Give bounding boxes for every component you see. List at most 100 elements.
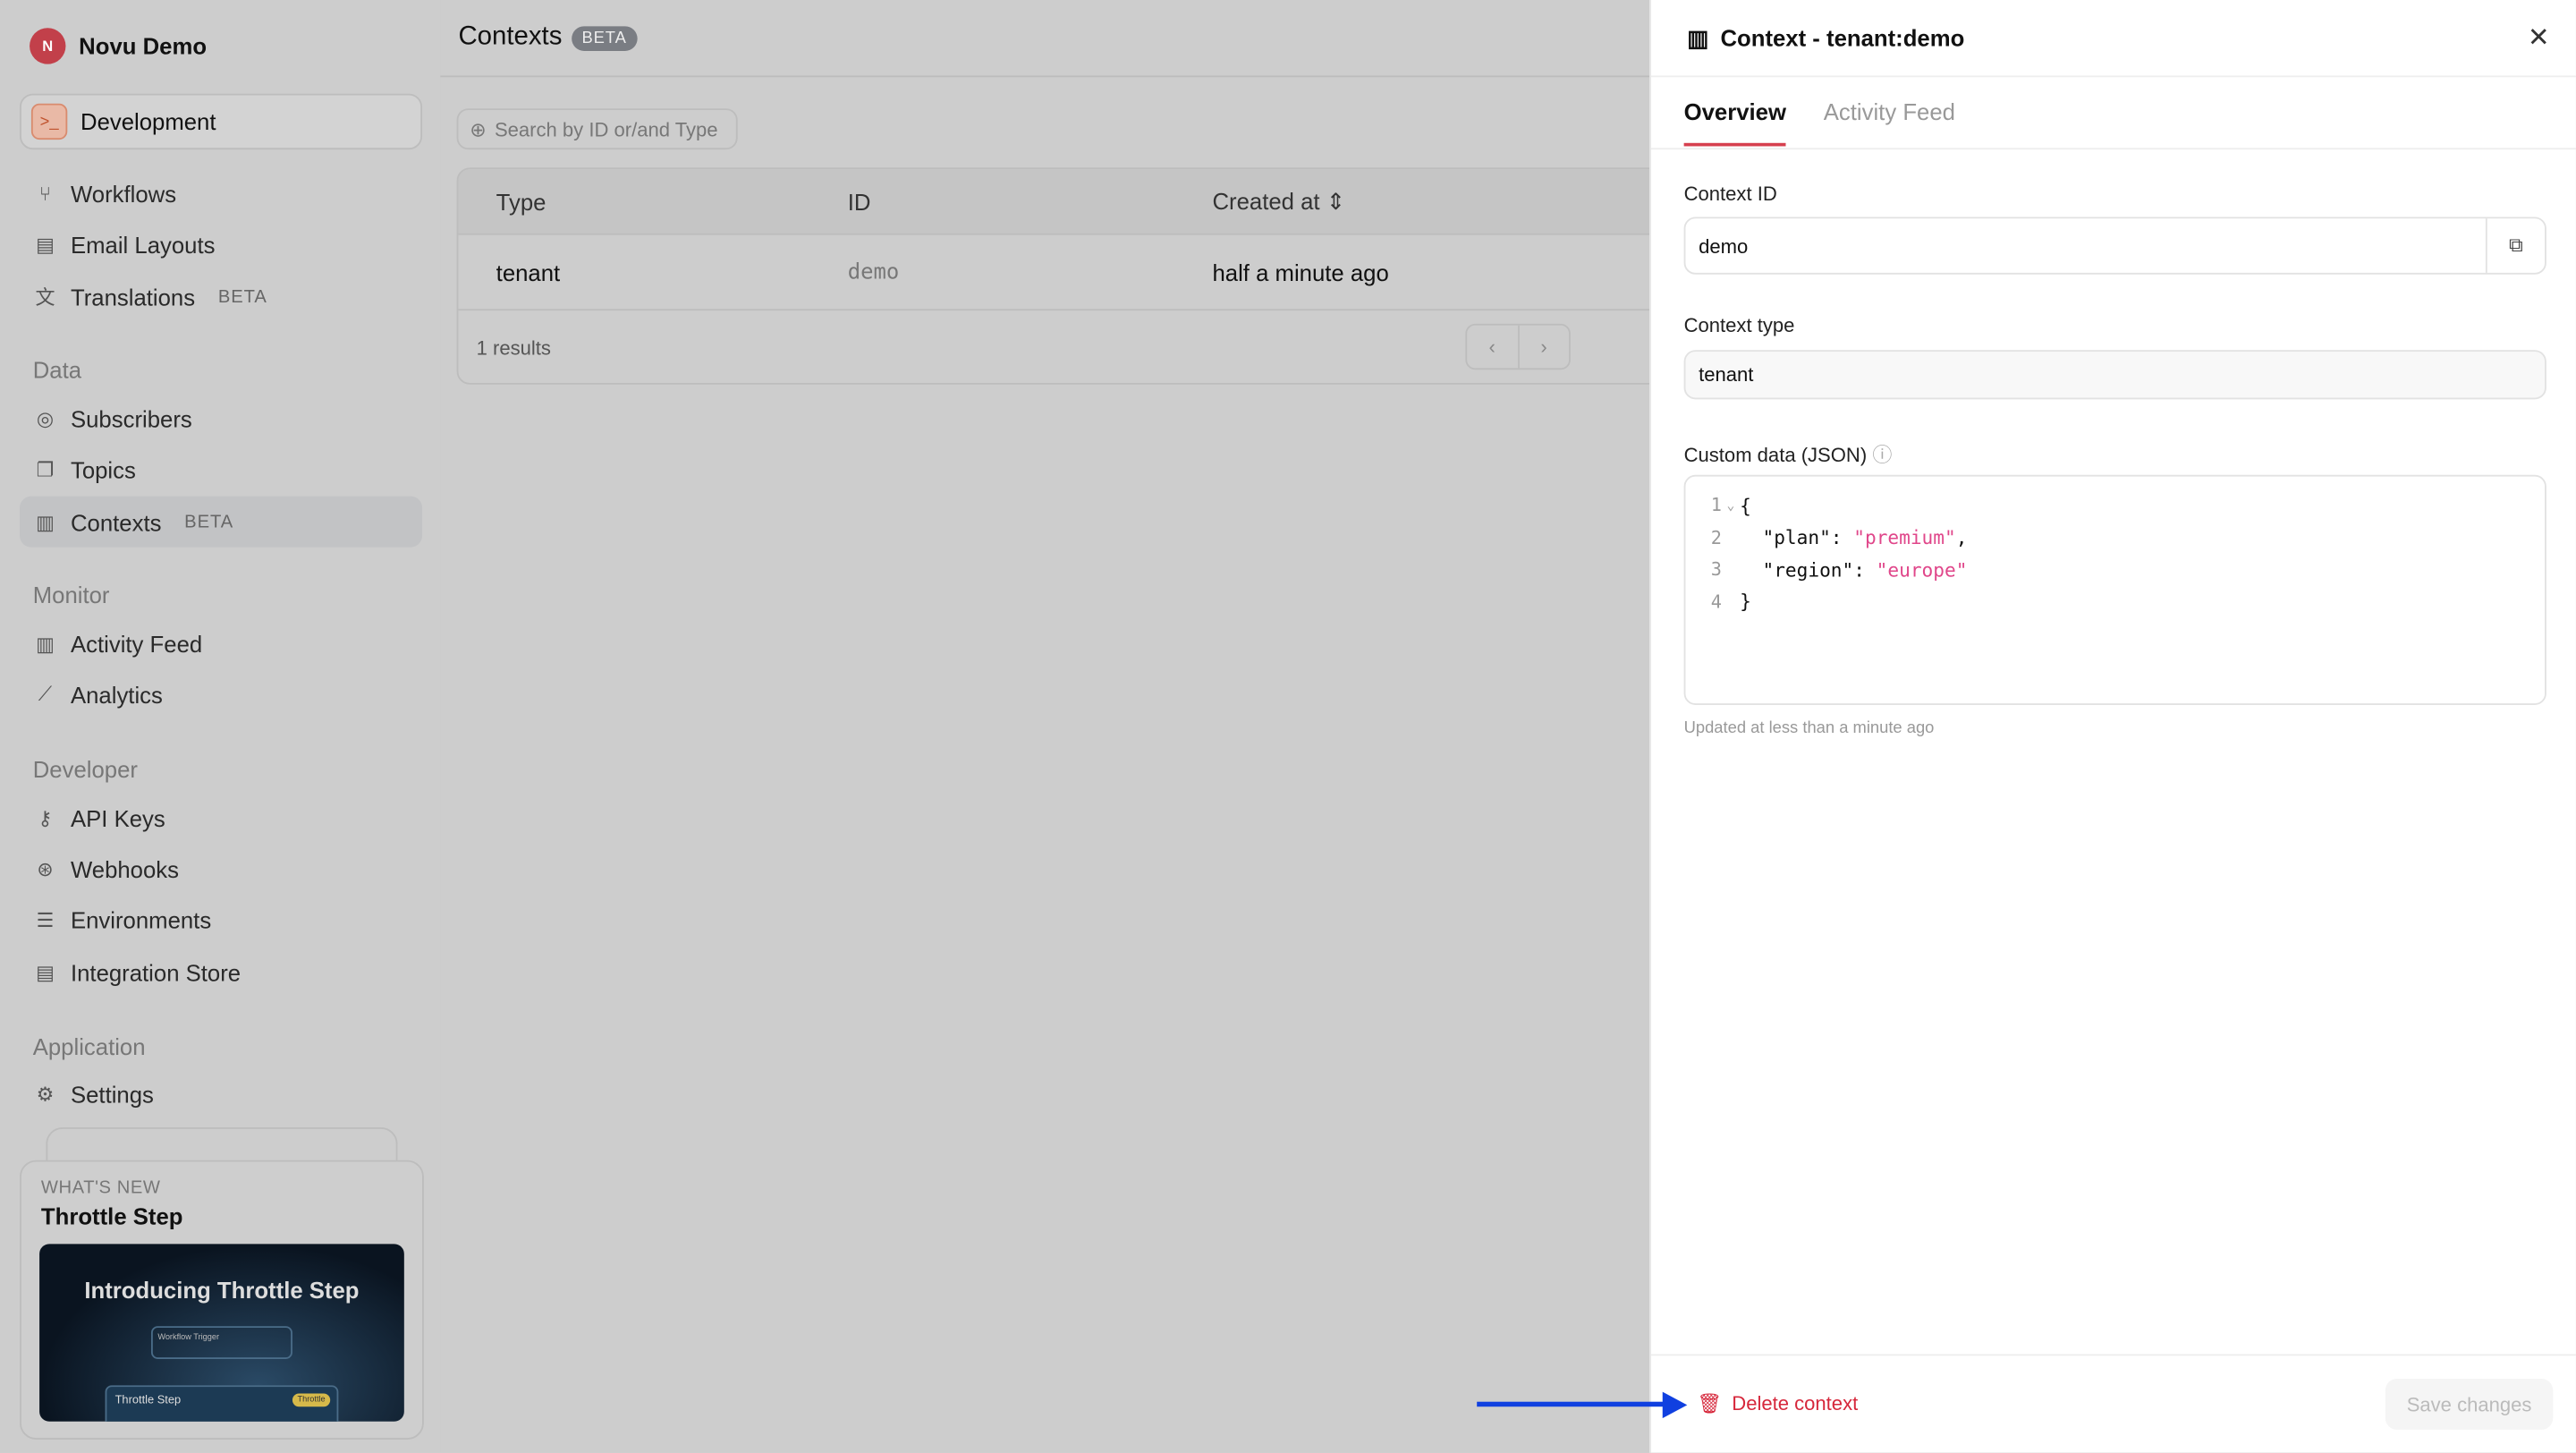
- context-type-label: Context type: [1683, 313, 1795, 337]
- sidebar-item-environments[interactable]: ☰ Environments: [20, 894, 422, 945]
- activity-icon: ▥: [36, 632, 55, 655]
- contexts-page: Contexts BETA ⊕ Search by ID or/and Type T…: [440, 0, 1673, 1453]
- image-card-title: Throttle Step: [114, 1395, 182, 1407]
- delete-label: Delete context: [1732, 1391, 1859, 1415]
- annotation-arrowhead: [1662, 1391, 1688, 1419]
- copy-icon[interactable]: ⧉: [2485, 218, 2545, 273]
- contexts-table: Type ID Created at ⇕ tenant demo half a …: [456, 167, 1673, 385]
- json-string: "premium": [1853, 526, 1956, 549]
- page-title: Contexts BETA: [458, 22, 637, 53]
- context-id-label: Context ID: [1683, 182, 1777, 206]
- help-icon[interactable]: ⓘ: [1872, 443, 1893, 467]
- table-row[interactable]: tenant demo half a minute ago: [458, 235, 1671, 311]
- workflow-icon: ⑂: [38, 181, 52, 205]
- trash-icon: 🗑︎: [1697, 1391, 1723, 1415]
- updated-text: Updated at less than a minute ago: [1683, 719, 1935, 738]
- nav-label: Activity Feed: [70, 630, 203, 657]
- drawer-header: ▥ Context - tenant:demo: [1650, 0, 2576, 78]
- delete-context-button[interactable]: 🗑︎ Delete context: [1697, 1392, 1858, 1415]
- sidebar: N Novu Demo >_ Development ⑂ Workflows ▤ Ema…: [0, 0, 441, 1453]
- section-developer: Developer: [32, 755, 138, 783]
- save-changes-button[interactable]: Save changes: [2385, 1378, 2554, 1430]
- search-input[interactable]: ⊕ Search by ID or/and Type: [456, 108, 738, 150]
- sidebar-item-topics[interactable]: ❐ Topics: [20, 444, 422, 495]
- nav-label: Workflows: [70, 180, 177, 207]
- fold-icon[interactable]: ⌄: [1726, 497, 1735, 514]
- org-switcher[interactable]: N Novu Demo: [30, 28, 207, 64]
- webhook-icon: ⊛: [37, 856, 54, 880]
- section-application: Application: [32, 1033, 146, 1060]
- divider: [440, 75, 1650, 78]
- column-created-at[interactable]: Created at ⇕: [1212, 187, 1345, 215]
- image-badge: Throttle: [292, 1393, 331, 1407]
- whats-new-image: Introducing Throttle Step Workflow Trigg…: [39, 1244, 404, 1422]
- tab-overview[interactable]: Overview: [1683, 98, 1786, 147]
- next-page-button[interactable]: ›: [1540, 335, 1547, 359]
- sidebar-item-webhooks[interactable]: ⊛ Webhooks: [20, 843, 422, 894]
- sidebar-item-analytics[interactable]: ⟋ Analytics: [20, 669, 422, 720]
- image-heading: Introducing Throttle Step: [84, 1277, 360, 1304]
- results-count: 1 results: [476, 336, 551, 360]
- sort-icon: ⇕: [1326, 187, 1346, 214]
- column-id: ID: [847, 188, 871, 215]
- json-key: "region":: [1740, 558, 1877, 582]
- custom-data-label: Custom data (JSON) ⓘ: [1684, 440, 1893, 468]
- close-icon[interactable]: ✕: [2527, 24, 2550, 53]
- sidebar-item-subscribers[interactable]: ◎ Subscribers: [20, 393, 422, 444]
- sidebar-item-translations[interactable]: 文 Translations BETA: [20, 271, 422, 322]
- context-id-field[interactable]: demo ⧉: [1683, 217, 2546, 275]
- context-id-value: demo: [1699, 234, 1749, 258]
- environment-label: Development: [80, 108, 216, 135]
- image-card-trigger: Workflow Trigger: [150, 1326, 292, 1359]
- sidebar-item-workflows[interactable]: ⑂ Workflows: [20, 167, 422, 218]
- context-drawer: ▥ Context - tenant:demo ✕ Overview Activi…: [1649, 0, 2576, 1453]
- building-icon: ▥: [1687, 23, 1709, 51]
- gear-icon: ⚙: [36, 1082, 55, 1106]
- json-key: {: [1740, 494, 1751, 518]
- sidebar-item-email-layouts[interactable]: ▤ Email Layouts: [20, 218, 422, 269]
- environment-switcher[interactable]: >_ Development: [20, 93, 423, 150]
- translate-icon: 文: [35, 285, 55, 310]
- sidebar-item-contexts[interactable]: ▥ Contexts BETA: [20, 496, 423, 548]
- sidebar-item-integration-store[interactable]: ▤ Integration Store: [20, 947, 422, 998]
- whats-new-title: Throttle Step: [40, 1202, 183, 1229]
- table-footer: 1 results ‹ ›: [458, 310, 1670, 383]
- terminal-icon: >_: [30, 103, 68, 140]
- json-key: "plan":: [1740, 526, 1854, 549]
- drawer-tabs: Overview Activity Feed: [1650, 77, 2576, 150]
- drawer-footer: 🗑︎ Delete context Save changes: [1650, 1354, 2576, 1452]
- custom-data-label-text: Custom data (JSON): [1683, 443, 1868, 467]
- tab-activity-feed[interactable]: Activity Feed: [1823, 98, 1955, 125]
- store-icon: ▤: [36, 960, 55, 984]
- beta-badge: BETA: [572, 25, 637, 51]
- prev-page-button[interactable]: ‹: [1467, 325, 1520, 369]
- nav-label: Settings: [70, 1080, 154, 1108]
- database-icon: ☰: [36, 907, 55, 931]
- whats-new-stack: [46, 1126, 398, 1164]
- whats-new-card[interactable]: WHAT'S NEW Throttle Step Introducing Thr…: [20, 1160, 424, 1440]
- nav-label: Topics: [70, 455, 136, 483]
- org-name: Novu Demo: [79, 32, 208, 60]
- sidebar-item-settings[interactable]: ⚙ Settings: [20, 1068, 422, 1119]
- building-icon: ▥: [36, 510, 55, 534]
- cell-id: demo: [847, 259, 900, 285]
- sidebar-item-activity-feed[interactable]: ▥ Activity Feed: [20, 618, 422, 669]
- column-type: Type: [496, 188, 547, 215]
- nav-label: API Keys: [70, 804, 165, 831]
- chart-icon: ⟋: [38, 682, 53, 705]
- line-number: 1: [1710, 495, 1722, 517]
- table-header: Type ID Created at ⇕: [458, 169, 1671, 235]
- nav-label: Analytics: [70, 681, 163, 708]
- context-type-field[interactable]: tenant: [1683, 350, 2546, 400]
- sidebar-item-api-keys[interactable]: ⚷ API Keys: [20, 792, 422, 843]
- beta-badge: BETA: [217, 286, 267, 307]
- json-editor[interactable]: 1 ⌄{2 "plan": "premium", 3 "region": "euro…: [1683, 474, 2546, 705]
- nav-label: Translations: [70, 283, 196, 310]
- search-placeholder: Search by ID or/and Type: [494, 117, 718, 141]
- line-number: 4: [1710, 591, 1722, 613]
- cell-type: tenant: [496, 259, 561, 285]
- json-line: 1 ⌄ {: [1685, 489, 2545, 522]
- page-title-text: Contexts: [458, 22, 563, 51]
- nav-label: Integration Store: [70, 958, 242, 986]
- nav-label: Email Layouts: [70, 231, 216, 258]
